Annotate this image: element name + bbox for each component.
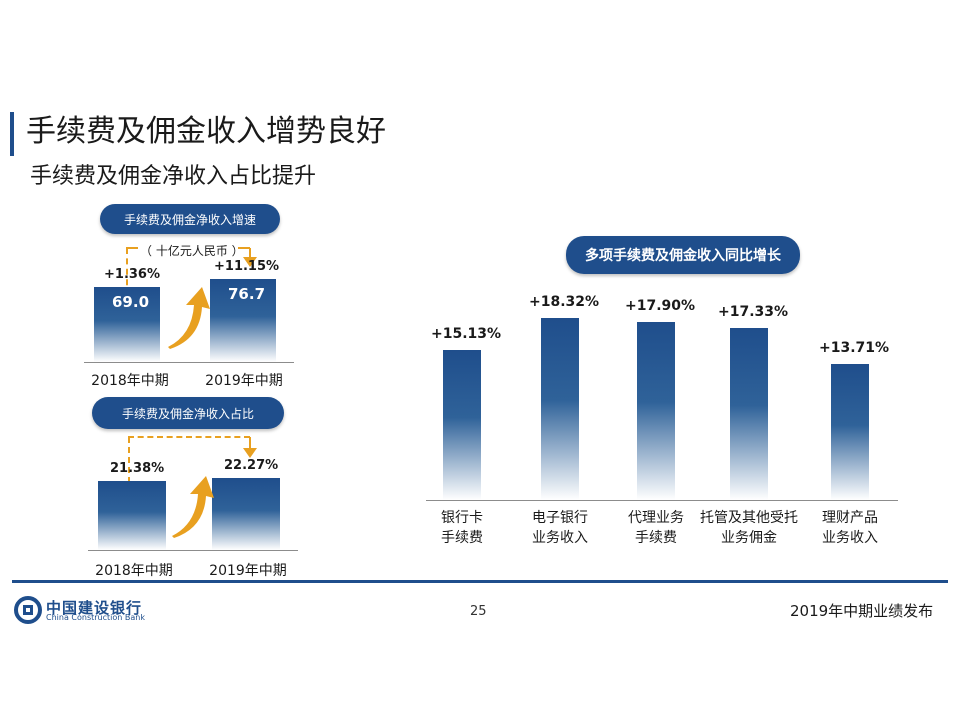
title-accent-bar xyxy=(10,112,14,156)
chart1-bar-2018 xyxy=(94,287,160,362)
chart1-title-pill: 手续费及佣金净收入增速 xyxy=(100,204,280,234)
chart1-dashed-arrowhead-icon xyxy=(243,257,257,267)
page-subtitle: 手续费及佣金净收入占比提升 xyxy=(30,164,317,189)
chart3-category-line: 手续费 xyxy=(441,530,483,546)
chart1-dashed-left xyxy=(126,248,128,306)
ccb-logo-text-en: China Construction Bank xyxy=(46,613,145,622)
footer-event-title: 2019年中期业绩发布 xyxy=(790,602,934,620)
chart3-value-label-2: +18.32% xyxy=(529,294,600,310)
chart1-growth-2019: +11.15% xyxy=(214,259,280,274)
chart3-category-line: 银行卡 xyxy=(441,510,483,526)
chart2-bar-2018 xyxy=(98,480,166,550)
chart3-category-label-4: 托管及其他受托 业务佣金 xyxy=(694,508,804,548)
chart3-bar-1 xyxy=(443,349,481,500)
chart3-category-line: 托管及其他受托 xyxy=(700,510,798,526)
chart1-bar-2019 xyxy=(210,279,276,362)
chart1-dashed-top-left xyxy=(126,247,138,249)
chart1-bar-value-2018: 69.0 xyxy=(112,293,150,312)
chart3-value-label-3: +17.90% xyxy=(625,298,696,315)
chart3-category-line: 手续费 xyxy=(635,530,677,546)
chart2-dashed-left xyxy=(128,437,130,493)
chart3-value-label-1: +15.13% xyxy=(431,325,502,342)
chart2-dashed-top xyxy=(128,436,250,438)
chart2-bar-2019 xyxy=(212,478,280,550)
chart3-category-label-1: 银行卡 手续费 xyxy=(407,508,517,548)
footer-divider xyxy=(12,580,948,583)
chart1-dashed-right xyxy=(249,248,251,258)
chart3-bar-3 xyxy=(637,322,675,500)
chart3-category-line: 业务收入 xyxy=(532,530,588,546)
chart3-category-line: 业务佣金 xyxy=(721,530,777,546)
chart1-xlabel-2018: 2018年中期 xyxy=(91,373,169,389)
chart3-category-line: 电子银行 xyxy=(532,510,588,526)
chart1-growth-2018: +1.36% xyxy=(104,267,160,283)
chart2-dashed-arrowhead-icon xyxy=(243,448,257,458)
chart3-category-line: 业务收入 xyxy=(822,530,878,546)
chart2-dashed-right xyxy=(249,437,251,449)
chart2-x-axis xyxy=(88,550,298,551)
page-title: 手续费及佣金收入增势良好 xyxy=(26,114,386,149)
chart1-x-axis xyxy=(84,362,294,363)
chart2-title-pill: 手续费及佣金净收入占比 xyxy=(92,397,284,429)
chart3-title-pill: 多项手续费及佣金收入同比增长 xyxy=(566,236,800,274)
chart1-dashed-top-right xyxy=(238,247,250,249)
chart1-xlabel-2019: 2019年中期 xyxy=(205,373,283,389)
chart3-category-line: 理财产品 xyxy=(822,510,878,526)
chart1-growth-arrow-icon xyxy=(168,287,210,349)
chart3-x-axis xyxy=(426,500,898,501)
chart3-value-label-4: +17.33% xyxy=(718,303,789,320)
chart3-bar-4 xyxy=(730,327,768,500)
chart3-category-label-2: 电子银行 业务收入 xyxy=(505,508,615,548)
chart3-category-line: 代理业务 xyxy=(628,510,684,526)
chart1-unit-note: （ 十亿元人民币 ） xyxy=(140,244,244,258)
ccb-logo-icon xyxy=(14,596,42,624)
chart3-category-label-5: 理财产品 业务收入 xyxy=(795,508,905,548)
page-number: 25 xyxy=(470,604,487,619)
chart3-bar-2 xyxy=(541,318,579,500)
chart3-value-label-5: +13.71% xyxy=(819,339,890,356)
chart1-bar-value-2019: 76.7 xyxy=(228,285,266,303)
chart2-xlabel-2018: 2018年中期 xyxy=(95,563,173,579)
chart2-xlabel-2019: 2019年中期 xyxy=(209,563,287,579)
chart3-bar-5 xyxy=(831,363,869,500)
chart2-value-2018: 21.38% xyxy=(110,460,165,476)
ccb-logo-text-cn: 中国建设银行 xyxy=(46,599,143,617)
chart2-value-2019: 22.27% xyxy=(224,458,279,473)
chart2-growth-arrow-icon xyxy=(172,476,214,538)
chart3-category-label-3: 代理业务 手续费 xyxy=(601,508,711,548)
